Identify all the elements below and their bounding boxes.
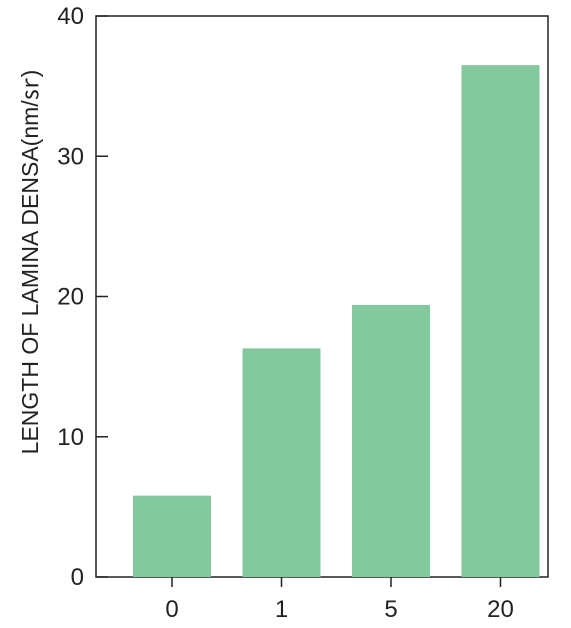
bars (133, 65, 540, 578)
x-tick-label: 20 (487, 596, 514, 623)
x-tick-label: 5 (384, 596, 397, 623)
x-axis: 0 1 5 20 (165, 577, 514, 623)
y-tick-label: 20 (57, 284, 84, 311)
y-tick-label: 0 (71, 564, 84, 591)
y-tick-label: 30 (57, 143, 84, 170)
y-tick-label: 40 (57, 3, 84, 30)
x-tick-label: 0 (165, 596, 178, 623)
bar-0 (133, 495, 211, 577)
bar-20 (461, 65, 540, 578)
y-axis-label: LENGTH OF LAMINA DENSA(nm/㏛) (17, 70, 43, 455)
y-axis: 0 10 20 30 40 (57, 3, 108, 591)
x-tick-label: 1 (275, 596, 288, 623)
bar-1 (242, 348, 321, 577)
bar-5 (352, 304, 430, 577)
y-tick-label: 10 (57, 424, 84, 451)
